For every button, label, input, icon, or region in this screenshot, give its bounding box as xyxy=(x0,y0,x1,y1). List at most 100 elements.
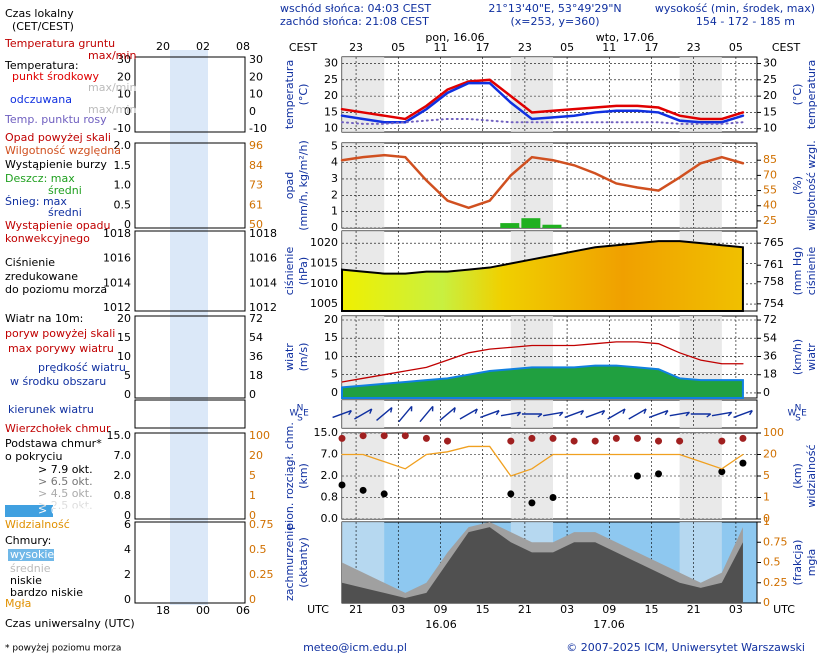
y2-tick-label: 0.5 xyxy=(763,556,781,569)
legend-tick-label: 1 xyxy=(249,489,256,502)
cloud-dot xyxy=(507,437,515,445)
legend-tick-label: 0 xyxy=(124,509,131,522)
y2-tick-label: 70 xyxy=(763,168,777,181)
y2-tick-label: 55 xyxy=(763,184,777,197)
legend-tick-label: 2.0 xyxy=(114,139,132,152)
y2-tick-label: 85 xyxy=(763,153,777,166)
legend-label: w środku obszaru xyxy=(10,375,106,388)
line xyxy=(340,78,745,121)
legend-time: 02 xyxy=(196,40,210,53)
compass-label: W xyxy=(788,409,797,419)
legend-tick-label: 0 xyxy=(249,593,256,606)
y2-tick-label: 0.25 xyxy=(763,576,788,589)
x-top-tick-label: 05 xyxy=(391,41,405,54)
mini-panel xyxy=(134,432,246,520)
legend-label: do poziomu morza xyxy=(5,283,107,296)
y-axis-label: opad xyxy=(283,172,296,199)
legend-label: max/min xyxy=(88,49,136,62)
legend-label: poryw powyżej skali xyxy=(5,327,115,340)
legend-label: Podstawa chmur* xyxy=(5,437,102,450)
y2-axis-label: mgła xyxy=(805,549,818,577)
legend-label: > 2.5 okt. xyxy=(38,499,93,512)
legend-tick-label: 15 xyxy=(117,331,131,344)
y2-axis-label: (km/h) xyxy=(791,339,804,375)
line xyxy=(340,153,745,210)
cloud-dot xyxy=(655,470,663,478)
y-tick-label: 0 xyxy=(331,386,338,399)
wind-arrow xyxy=(419,405,434,423)
email[interactable]: meteo@icm.edu.pl xyxy=(303,641,407,654)
y2-tick-label: 40 xyxy=(763,199,777,212)
legend-tick-label: 7.0 xyxy=(114,449,132,462)
x-bottom-tick-label: 21 xyxy=(349,603,363,616)
tz-label: CEST xyxy=(772,41,801,54)
x-top-tick-label: 05 xyxy=(729,41,743,54)
y2-tick-label: 0 xyxy=(763,596,770,609)
y2-axis-label: (km) xyxy=(791,463,804,489)
legend-label: max porywy wiatru xyxy=(8,342,114,355)
y-tick-label: 0.0 xyxy=(321,512,339,525)
legend-tick-label: 6 xyxy=(124,518,131,531)
cloud-dot xyxy=(338,434,346,442)
y2-axis-label: ciśnienie xyxy=(805,247,818,296)
y2-tick-label: 25 xyxy=(763,73,777,86)
compass-label: S xyxy=(297,414,303,424)
legend-label: Czas lokalny xyxy=(5,7,74,20)
y-tick-label: 30 xyxy=(324,57,338,70)
legend-tick-label: 0 xyxy=(124,388,131,401)
legend-label: o pokryciu xyxy=(5,450,62,463)
y-axis-label: ciśnienie xyxy=(283,247,296,296)
wind-arrow xyxy=(648,409,669,419)
cloud-dot xyxy=(570,437,578,445)
legend-label: > 7.9 okt. xyxy=(38,463,93,476)
x-bottom-tick-label: 15 xyxy=(476,603,490,616)
legend-label: prędkość wiatru xyxy=(38,361,126,374)
y2-tick-label: 20 xyxy=(763,89,777,102)
legend-tick-label: 0 xyxy=(249,105,256,118)
elevation: 154 - 172 - 185 m xyxy=(696,15,795,28)
wind-arrow xyxy=(480,409,500,419)
legend-label: Śnieg: max xyxy=(5,195,67,208)
date-label: 17.06 xyxy=(593,618,625,631)
y2-tick-label: 765 xyxy=(763,236,784,249)
legend-label: kierunek wiatru xyxy=(8,403,94,416)
y-tick-label: 15 xyxy=(324,331,338,344)
sunrise: wschód słońca: 04:03 CEST xyxy=(280,2,431,15)
tz-label: CEST xyxy=(289,41,318,54)
precip-bar xyxy=(542,224,562,228)
legend-tick-label: 0 xyxy=(124,105,131,118)
night-band xyxy=(510,57,554,132)
x-bottom-tick-label: 09 xyxy=(433,603,447,616)
cloud-dot xyxy=(739,459,747,467)
legend-label: zredukowane xyxy=(5,270,78,283)
legend-time: 18 xyxy=(156,604,170,617)
legend-label: średni xyxy=(48,206,82,219)
legend-tick-label: 100 xyxy=(249,429,270,442)
compass-label: E xyxy=(303,409,309,419)
night-band xyxy=(679,143,722,228)
wind-arrow xyxy=(543,411,564,417)
legend-tick-label: 20 xyxy=(249,70,263,83)
legend-tick-label: 1.5 xyxy=(114,159,132,172)
legend-label: Ciśnienie xyxy=(5,256,55,269)
x-top-tick-label: 11 xyxy=(433,41,447,54)
area xyxy=(342,527,743,603)
cloud-dot xyxy=(718,437,726,445)
mini-panel xyxy=(134,315,246,399)
line xyxy=(341,117,744,125)
wind-arrow xyxy=(628,408,647,420)
legend-tick-label: -10 xyxy=(113,122,131,135)
legend-label: wysokie xyxy=(10,548,54,561)
legend-label: bardzo niskie xyxy=(10,586,83,599)
y2-axis-label: (°C) xyxy=(791,84,804,106)
compass-label: N xyxy=(297,404,304,414)
legend-tick-label: 20 xyxy=(117,70,131,83)
y-axis-label: (oktanty) xyxy=(297,537,310,588)
legend-bg xyxy=(8,549,54,561)
mini-panel xyxy=(134,142,246,229)
cloud-dot xyxy=(655,437,663,445)
copyright: © 2007-2025 ICM, Uniwersytet Warszawski xyxy=(566,641,805,654)
wind-arrow xyxy=(332,409,352,419)
y-tick-label: 25 xyxy=(324,73,338,86)
